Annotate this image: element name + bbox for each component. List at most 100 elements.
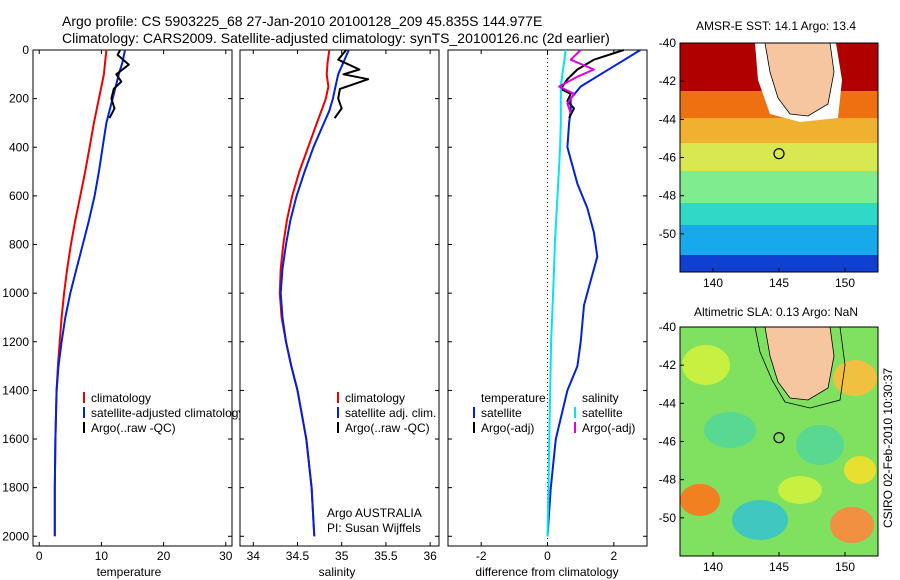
sla-land-tasmania xyxy=(764,327,835,401)
sst-map-panel: AMSR-E SST: 14.1 Argo: 13.4 140 145 150 -40… xyxy=(659,19,879,290)
salinity-lines xyxy=(278,49,370,537)
depth-tick-label: 1600 xyxy=(2,432,29,446)
depth-tick-label: 1400 xyxy=(2,383,29,397)
depth-tick-label: 1800 xyxy=(2,481,29,495)
x-tick-label: 0 xyxy=(36,549,43,563)
series-line-argo-raw-qc xyxy=(333,49,370,119)
x-tick-label: 34 xyxy=(247,549,261,563)
sla-argo-location-marker xyxy=(773,432,785,444)
difference-xlabel: difference from climatology xyxy=(475,565,618,579)
depth-tick-label: 200 xyxy=(9,92,29,106)
program-note-line1: Argo AUSTRALIA xyxy=(327,506,422,520)
x-tick-label: -2 xyxy=(476,549,487,563)
temperature-ticks: 0 10 20 30 0 200 400 600 800 1000 1200 1400 1600 1800… xyxy=(2,43,232,563)
x-tick-label: 36 xyxy=(423,549,437,563)
series-line-salinity-argo-adj xyxy=(558,49,595,114)
x-tick-label: 35.5 xyxy=(374,549,398,563)
x-tick-label: 10 xyxy=(95,549,109,563)
temperature-legend: climatology satellite-adjusted climatolo… xyxy=(83,391,244,435)
lat-tick-label: -50 xyxy=(659,227,677,241)
diff-legend-temp-argo: Argo(-adj) xyxy=(481,421,534,435)
sla-map-ticks: 140 145 150 -40 -42 -44 -46 -48 -50 xyxy=(659,320,856,574)
difference-profile-panel: -2 0 2 difference from climatology tempera… xyxy=(447,49,648,579)
lat-tick-label: -46 xyxy=(659,151,677,165)
sla-patch xyxy=(796,425,844,465)
x-tick-label: 0 xyxy=(544,549,551,563)
sst-map-title: AMSR-E SST: 14.1 Argo: 13.4 xyxy=(696,19,856,33)
sst-land-tasmania xyxy=(764,43,835,117)
lon-tick-label: 145 xyxy=(769,276,789,290)
sla-map-panel: Altimetric SLA: 0.13 Argo: NaN 140 145 150… xyxy=(659,305,879,574)
depth-tick-label: 0 xyxy=(22,43,29,57)
sla-patch xyxy=(732,500,788,540)
x-tick-label: 34.5 xyxy=(286,549,310,563)
sal-legend-satellite: satellite adj. clim. xyxy=(345,406,436,420)
sla-patch xyxy=(680,484,720,516)
salinity-legend: climatology satellite adj. clim. Argo(..… xyxy=(337,391,436,435)
sla-map-title: Altimetric SLA: 0.13 Argo: NaN xyxy=(694,305,858,319)
series-line-argo-raw-qc xyxy=(108,49,130,119)
sst-field xyxy=(680,43,878,272)
series-line-salinity-satellite xyxy=(546,49,567,537)
temperature-profile-panel: 0 10 20 30 0 200 400 600 800 1000 1200 1400 1600 1800… xyxy=(2,43,244,579)
figure-title-line2: Climatology: CARS2009. Satellite-adjuste… xyxy=(62,30,610,46)
difference-legend: temperature salinity satellite Argo(-adj… xyxy=(473,391,635,435)
sst-argo-location-marker xyxy=(773,148,785,160)
sla-depth-contour xyxy=(754,327,846,409)
lat-tick-label: -40 xyxy=(659,320,677,334)
sla-patch xyxy=(704,412,756,448)
diff-legend-title-salinity: salinity xyxy=(582,391,619,405)
x-tick-label: 30 xyxy=(219,549,233,563)
series-line-satellite-adjusted-climatology xyxy=(53,49,126,537)
depth-tick-label: 800 xyxy=(9,238,29,252)
series-line-satellite-adj-clim xyxy=(279,49,350,537)
difference-ticks: -2 0 2 xyxy=(448,49,647,563)
lat-tick-label: -42 xyxy=(659,358,677,372)
lat-tick-label: -48 xyxy=(659,473,677,487)
sla-patch xyxy=(833,360,877,396)
diff-legend-sal-argo: Argo(-adj) xyxy=(582,421,635,435)
lat-tick-label: -46 xyxy=(659,435,677,449)
creation-stamp: CSIRO 02-Feb-2010 10:30:37 xyxy=(881,368,895,528)
temperature-xlabel: temperature xyxy=(97,565,162,579)
x-tick-label: 20 xyxy=(157,549,171,563)
sla-patch xyxy=(682,345,730,385)
lon-tick-label: 145 xyxy=(769,560,789,574)
temperature-axes-box xyxy=(32,49,233,547)
salinity-profile-panel: 34 34.5 35 35.5 36 salinity climatology sate… xyxy=(239,49,440,579)
lat-tick-label: -50 xyxy=(659,511,677,525)
lat-tick-label: -48 xyxy=(659,189,677,203)
sla-field xyxy=(680,327,878,556)
sal-legend-argo: Argo(..raw -QC) xyxy=(345,421,430,435)
sla-patch xyxy=(844,456,876,484)
figure-title-line1: Argo profile: CS 5903225_68 27-Jan-2010 … xyxy=(62,13,542,29)
depth-tick-label: 600 xyxy=(9,189,29,203)
series-line-temperature-satellite xyxy=(546,49,641,537)
lon-tick-label: 150 xyxy=(835,276,855,290)
temp-legend-satellite: satellite-adjusted climatology xyxy=(91,406,244,420)
x-tick-label: 2 xyxy=(610,549,617,563)
lon-tick-label: 150 xyxy=(835,560,855,574)
lon-tick-label: 140 xyxy=(703,276,723,290)
lat-tick-label: -40 xyxy=(659,36,677,50)
program-note-line2: PI: Susan Wijffels xyxy=(327,521,421,535)
sla-patch xyxy=(830,507,874,543)
salinity-ticks: 34 34.5 35 35.5 36 xyxy=(240,49,439,563)
diff-legend-temp-satellite: satellite xyxy=(481,406,522,420)
temperature-lines xyxy=(53,49,130,537)
salinity-xlabel: salinity xyxy=(319,565,356,579)
diff-legend-sal-satellite: satellite xyxy=(582,406,623,420)
sst-map-ticks: 140 145 150 -40 -42 -44 -46 -48 -50 xyxy=(659,36,856,290)
difference-lines xyxy=(546,49,641,546)
lon-tick-label: 140 xyxy=(703,560,723,574)
x-tick-label: 35 xyxy=(335,549,349,563)
depth-tick-label: 1000 xyxy=(2,286,29,300)
lat-tick-label: -44 xyxy=(659,396,677,410)
lat-tick-label: -44 xyxy=(659,112,677,126)
lat-tick-label: -42 xyxy=(659,74,677,88)
diff-legend-title-temperature: temperature xyxy=(481,391,546,405)
sla-patch xyxy=(778,476,822,504)
salinity-axes-box xyxy=(239,49,440,547)
temp-legend-climatology: climatology xyxy=(91,391,151,405)
